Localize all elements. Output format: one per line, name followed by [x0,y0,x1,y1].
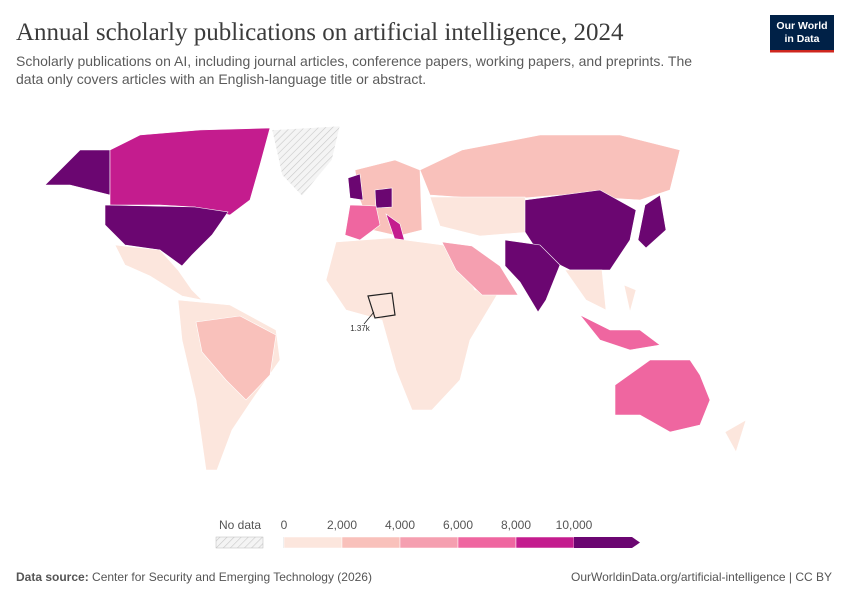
source-text: Center for Security and Emerging Technol… [92,570,372,584]
legend-tick-label: 2,000 [327,518,357,532]
legend-bin [399,536,459,549]
country[interactable] [114,244,203,301]
country[interactable] [44,149,111,196]
legend-tick-label: 10,000 [556,518,593,532]
title: Annual scholarly publications on artific… [16,19,624,46]
legend-bin [515,536,575,549]
world-map: 1.37k [44,125,747,471]
country[interactable] [504,239,561,313]
subtitle: Scholarly publications on AI, including … [16,53,692,69]
country[interactable] [374,187,393,209]
logo-box[interactable] [770,15,834,52]
source-label: Data source: [16,570,89,584]
country[interactable] [637,194,667,249]
country[interactable] [419,134,681,201]
country[interactable] [347,173,364,201]
country[interactable] [614,359,711,433]
legend-label: No data [219,518,261,532]
country[interactable] [429,196,531,237]
legend: No data 0 2,000 4,000 6,000 8,000 10,000 [215,518,640,549]
source: Data source: Center for Security and Eme… [16,570,372,584]
country[interactable] [564,269,607,311]
legend-bin [283,536,343,549]
country[interactable] [344,204,381,241]
country[interactable] [109,127,271,216]
logo[interactable]: Our World in Data [770,15,834,53]
country[interactable] [724,419,747,453]
country[interactable] [524,189,637,271]
country[interactable] [104,204,229,267]
annotation: 1.37k [350,324,371,333]
country[interactable] [579,314,661,351]
logo-text: in Data [784,33,819,45]
country[interactable] [195,315,277,401]
legend-tick-label: 6,000 [443,518,473,532]
footer-link[interactable]: OurWorldinData.org/artificial-intelligen… [571,570,832,584]
country[interactable] [271,125,341,197]
logo-text: Our World [776,20,827,32]
legend-no-data [215,536,264,549]
legend-tick-label: 8,000 [501,518,531,532]
legend-tick-label: 4,000 [385,518,415,532]
country[interactable] [367,292,396,319]
legend-bin [457,536,517,549]
subtitle: data only covers articles with an Englis… [16,71,426,87]
legend-tick-label: 0 [281,518,288,532]
logo-underline [770,50,834,53]
country[interactable] [441,241,519,296]
legend-bin [574,537,640,548]
country[interactable] [623,284,637,313]
legend-bin [341,536,401,549]
annotation-line [363,311,375,325]
